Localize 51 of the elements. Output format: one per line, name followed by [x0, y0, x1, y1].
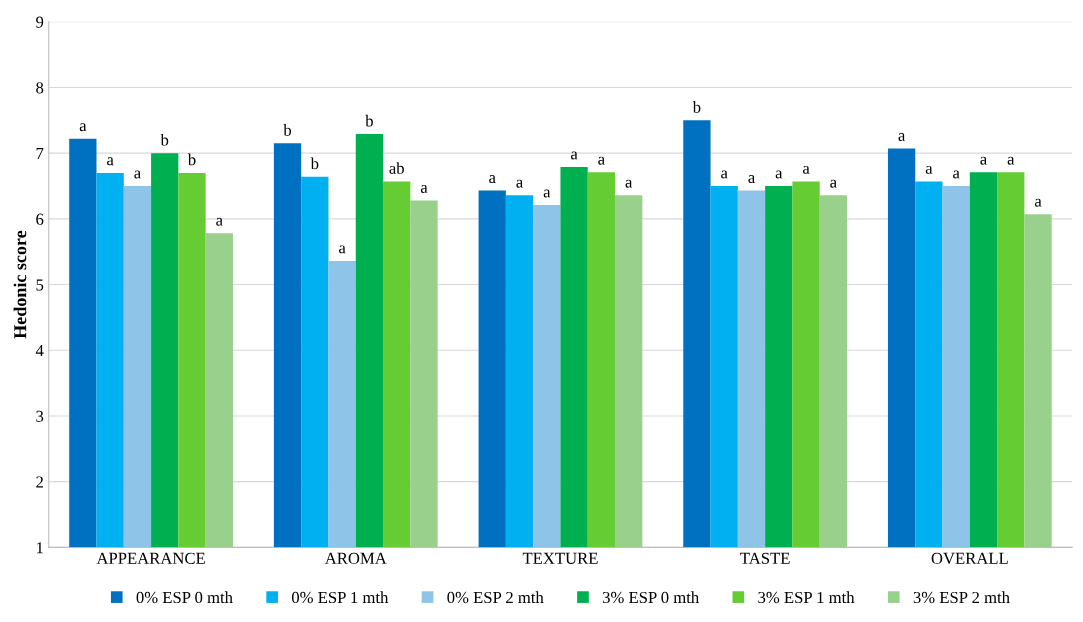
- y-tick-label: 7: [36, 148, 44, 159]
- x-tick-label: OVERALL: [931, 552, 1008, 565]
- legend-label: 0% ESP 0 mth: [136, 591, 233, 604]
- data-label: b: [692, 101, 701, 113]
- legend-label: 0% ESP 1 mth: [291, 591, 389, 604]
- y-axis-title: Hedonic score: [13, 230, 27, 339]
- legend-label: 0% ESP 2 mth: [447, 591, 544, 604]
- data-label: a: [1034, 198, 1042, 207]
- data-label: a: [598, 156, 605, 165]
- legend-label: 3% ESP 1 mth: [758, 591, 855, 604]
- data-label: a: [721, 170, 728, 179]
- y-tick-label: 3: [36, 410, 44, 422]
- data-label: a: [79, 123, 87, 132]
- y-tick-label: 2: [36, 476, 43, 488]
- y-tick-label: 5: [36, 279, 44, 291]
- data-label: a: [489, 175, 496, 184]
- y-tick-label: 8: [36, 82, 44, 94]
- data-label: a: [543, 189, 551, 198]
- data-label: b: [365, 114, 373, 127]
- data-label: a: [830, 179, 837, 188]
- legend-label: 3% ESP 2 mth: [913, 591, 1010, 604]
- data-label: a: [216, 217, 223, 226]
- data-label: a: [339, 245, 346, 254]
- data-label: a: [980, 156, 987, 165]
- data-label: a: [925, 165, 933, 174]
- data-label: a: [898, 133, 906, 142]
- x-tick-label: TASTE: [740, 552, 790, 564]
- data-label: b: [160, 133, 169, 146]
- data-label: a: [775, 170, 783, 179]
- data-label: a: [570, 151, 578, 160]
- y-tick-label: 1: [37, 542, 43, 554]
- legend-label: 3% ESP 0 mth: [602, 591, 699, 604]
- data-label: a: [107, 157, 114, 166]
- y-tick-label: 9: [36, 16, 44, 28]
- x-tick-label: AROMA: [324, 552, 387, 564]
- y-tick-label: 4: [35, 345, 44, 357]
- data-label: a: [134, 170, 141, 179]
- data-label: a: [420, 184, 428, 193]
- x-tick-label: TEXTURE: [522, 552, 598, 564]
- data-label: b: [283, 124, 292, 136]
- x-tick-label: APPEARANCE: [96, 552, 205, 564]
- data-label: b: [187, 153, 196, 166]
- data-label: b: [310, 157, 319, 170]
- data-label: a: [748, 175, 755, 184]
- data-label: a: [516, 179, 523, 188]
- data-label: ab: [389, 162, 404, 174]
- data-label: a: [802, 165, 810, 174]
- data-label: a: [1007, 156, 1015, 165]
- data-label: a: [625, 179, 633, 188]
- y-tick-label: 6: [36, 213, 44, 225]
- data-label: a: [953, 170, 960, 179]
